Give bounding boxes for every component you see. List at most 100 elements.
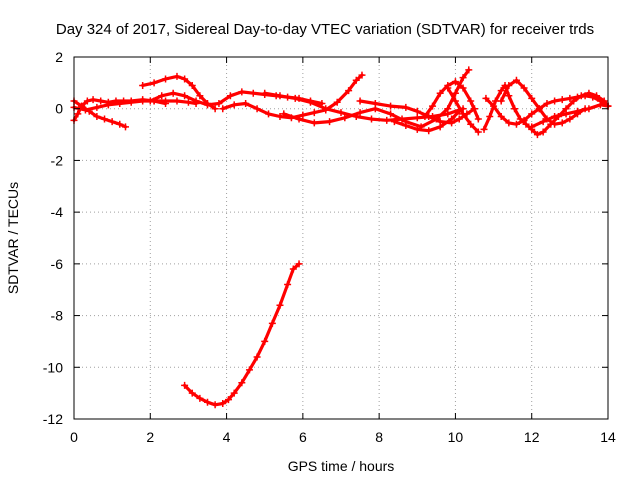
data-point (486, 112, 494, 120)
data-point (162, 100, 170, 108)
x-axis-label: GPS time / hours (288, 458, 395, 474)
x-tick-label: 14 (600, 429, 616, 445)
data-point (238, 88, 246, 96)
data-point (535, 105, 543, 113)
data-point (520, 116, 528, 124)
data-point (310, 109, 318, 117)
data-point (245, 366, 253, 374)
data-point (280, 110, 288, 118)
data-point (116, 100, 124, 108)
y-tick-label: -2 (51, 152, 64, 168)
plot-frame (73, 56, 609, 420)
x-tick-label: 4 (223, 429, 231, 445)
data-point (196, 394, 204, 402)
data-point (566, 94, 574, 102)
data-point (581, 92, 589, 100)
data-point (276, 301, 284, 309)
grid-lines (74, 57, 608, 419)
data-point (451, 89, 459, 97)
data-point (204, 398, 211, 406)
data-point (512, 120, 520, 128)
data-point (181, 92, 189, 100)
data-point (93, 112, 101, 120)
data-point (358, 71, 366, 79)
series-arc-9 (356, 97, 478, 127)
data-point (108, 118, 116, 126)
data-point (224, 396, 232, 404)
data-point (596, 101, 604, 109)
series-arc-13 (480, 81, 612, 139)
data-point (215, 100, 223, 108)
data-point (505, 92, 513, 100)
data-point (368, 115, 376, 123)
data-point (289, 265, 297, 273)
data-point (520, 84, 528, 92)
data-point (402, 122, 410, 130)
data-point (83, 97, 91, 105)
data-point (558, 119, 566, 127)
data-series (70, 66, 612, 409)
y-tick-label: -6 (51, 256, 64, 272)
data-point (188, 389, 196, 397)
data-point (211, 105, 219, 113)
series-arc-4 (139, 72, 219, 113)
data-point (480, 125, 488, 133)
data-point (184, 98, 192, 106)
data-point (444, 105, 452, 113)
data-point (181, 75, 189, 83)
data-point (341, 114, 349, 122)
data-point (219, 399, 227, 407)
data-point (413, 125, 421, 133)
y-tick-label: -12 (43, 411, 63, 427)
data-point (356, 97, 364, 105)
data-point (459, 110, 467, 118)
x-tick-label: 0 (70, 429, 78, 445)
series-line (423, 80, 480, 121)
data-point (74, 110, 82, 118)
data-point (511, 105, 519, 113)
data-point (429, 102, 437, 110)
x-tick-label: 6 (299, 429, 307, 445)
data-point (505, 119, 513, 127)
data-point (173, 97, 181, 105)
chart-title: Day 324 of 2017, Sidereal Day-to-day VTE… (56, 21, 594, 38)
data-point (284, 281, 292, 289)
data-point (402, 103, 410, 111)
data-point (413, 114, 421, 122)
data-point (371, 100, 379, 108)
data-point (474, 128, 482, 136)
data-point (337, 109, 345, 117)
data-point (585, 105, 593, 113)
data-point (253, 353, 261, 361)
data-point (261, 337, 269, 345)
data-point (573, 107, 581, 115)
data-point (188, 81, 196, 89)
data-point (425, 127, 433, 135)
data-point (139, 81, 147, 89)
data-point (299, 111, 307, 119)
data-point (497, 87, 505, 95)
data-point (150, 79, 158, 87)
data-point (455, 107, 463, 115)
data-point (505, 81, 513, 89)
data-point (459, 74, 467, 82)
data-point (265, 110, 273, 118)
series-arc-6 (219, 71, 366, 122)
data-point (482, 94, 490, 102)
data-point (139, 97, 147, 105)
data-point (127, 98, 135, 106)
data-point (352, 76, 360, 84)
data-point (436, 89, 444, 97)
data-point (528, 110, 536, 118)
data-point (573, 93, 581, 101)
series-arc-10 (421, 78, 482, 123)
data-point (512, 76, 520, 84)
data-point (448, 115, 456, 123)
y-tick-label: -10 (43, 359, 63, 375)
data-point (116, 120, 124, 128)
data-point (387, 110, 395, 118)
data-point (230, 101, 238, 109)
data-point (121, 123, 129, 131)
data-point (162, 75, 170, 83)
